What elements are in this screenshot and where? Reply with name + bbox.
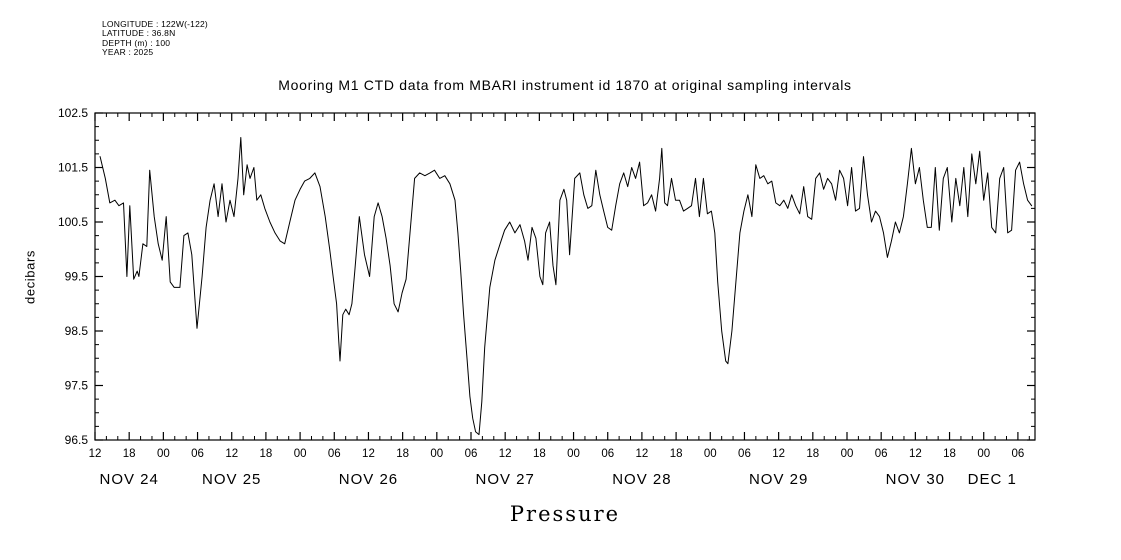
x-date-label: NOV 27 — [476, 471, 535, 488]
x-tick-label: 18 — [670, 448, 683, 460]
x-tick-label: 12 — [772, 448, 785, 460]
x-tick-label: 00 — [704, 448, 717, 460]
header-depth: DEPTH (m) : 100 — [102, 37, 171, 48]
x-tick-label: 18 — [260, 448, 273, 460]
x-tick-label: 00 — [157, 448, 170, 460]
x-tick-label: 00 — [977, 448, 990, 460]
x-date-label: NOV 24 — [100, 471, 159, 488]
x-date-label: DEC 1 — [968, 471, 1017, 488]
x-tick-label: 06 — [875, 448, 888, 460]
x-date-label: NOV 29 — [749, 471, 808, 488]
x-date-label: NOV 30 — [886, 471, 945, 488]
x-tick-label: 12 — [499, 448, 512, 460]
plot-frame — [94, 112, 1036, 441]
x-tick-label: 00 — [567, 448, 580, 460]
x-tick-label: 12 — [362, 448, 375, 460]
y-tick-label: 97.5 — [65, 379, 89, 393]
y-tick-label: 98.5 — [65, 324, 89, 338]
x-date-label: NOV 25 — [202, 471, 261, 488]
x-tick-label: 12 — [89, 448, 102, 460]
y-tick-label: 96.5 — [65, 433, 89, 447]
x-tick-label: 18 — [396, 448, 409, 460]
x-date-label: NOV 28 — [612, 471, 671, 488]
y-tick-label: 100.5 — [58, 215, 88, 229]
chart-title: Mooring M1 CTD data from MBARI instrumen… — [278, 77, 852, 93]
x-tick-label: 06 — [601, 448, 614, 460]
y-tick-label: 101.5 — [58, 161, 88, 175]
y-tick-label: 102.5 — [58, 106, 88, 120]
x-tick-label: 00 — [430, 448, 443, 460]
x-tick-label: 18 — [123, 448, 136, 460]
x-tick-label: 06 — [465, 448, 478, 460]
x-tick-label: 18 — [806, 448, 819, 460]
x-tick-label: 06 — [1012, 448, 1025, 460]
pressure-data-line — [99, 137, 1033, 436]
x-tick-label: 00 — [294, 448, 307, 460]
x-tick-label: 12 — [225, 448, 238, 460]
x-tick-label: 18 — [533, 448, 546, 460]
x-axis-title: Pressure — [509, 502, 621, 526]
header-info-block: LONGITUDE : 122W(-122) LATITUDE : 36.8N … — [102, 19, 208, 58]
header-latitude: LATITUDE : 36.8N — [102, 28, 176, 39]
y-tick-label: 99.5 — [65, 270, 89, 284]
x-date-label: NOV 26 — [339, 471, 398, 488]
x-tick-label: 06 — [738, 448, 751, 460]
x-tick-label: 00 — [841, 448, 854, 460]
header-year: YEAR : 2025 — [102, 47, 154, 58]
x-tick-label: 18 — [943, 448, 956, 460]
x-tick-label: 06 — [191, 448, 204, 460]
x-tick-label: 06 — [328, 448, 341, 460]
x-tick-label: 12 — [636, 448, 649, 460]
x-tick-label: 12 — [909, 448, 922, 460]
header-longitude: LONGITUDE : 122W(-122) — [102, 19, 208, 29]
